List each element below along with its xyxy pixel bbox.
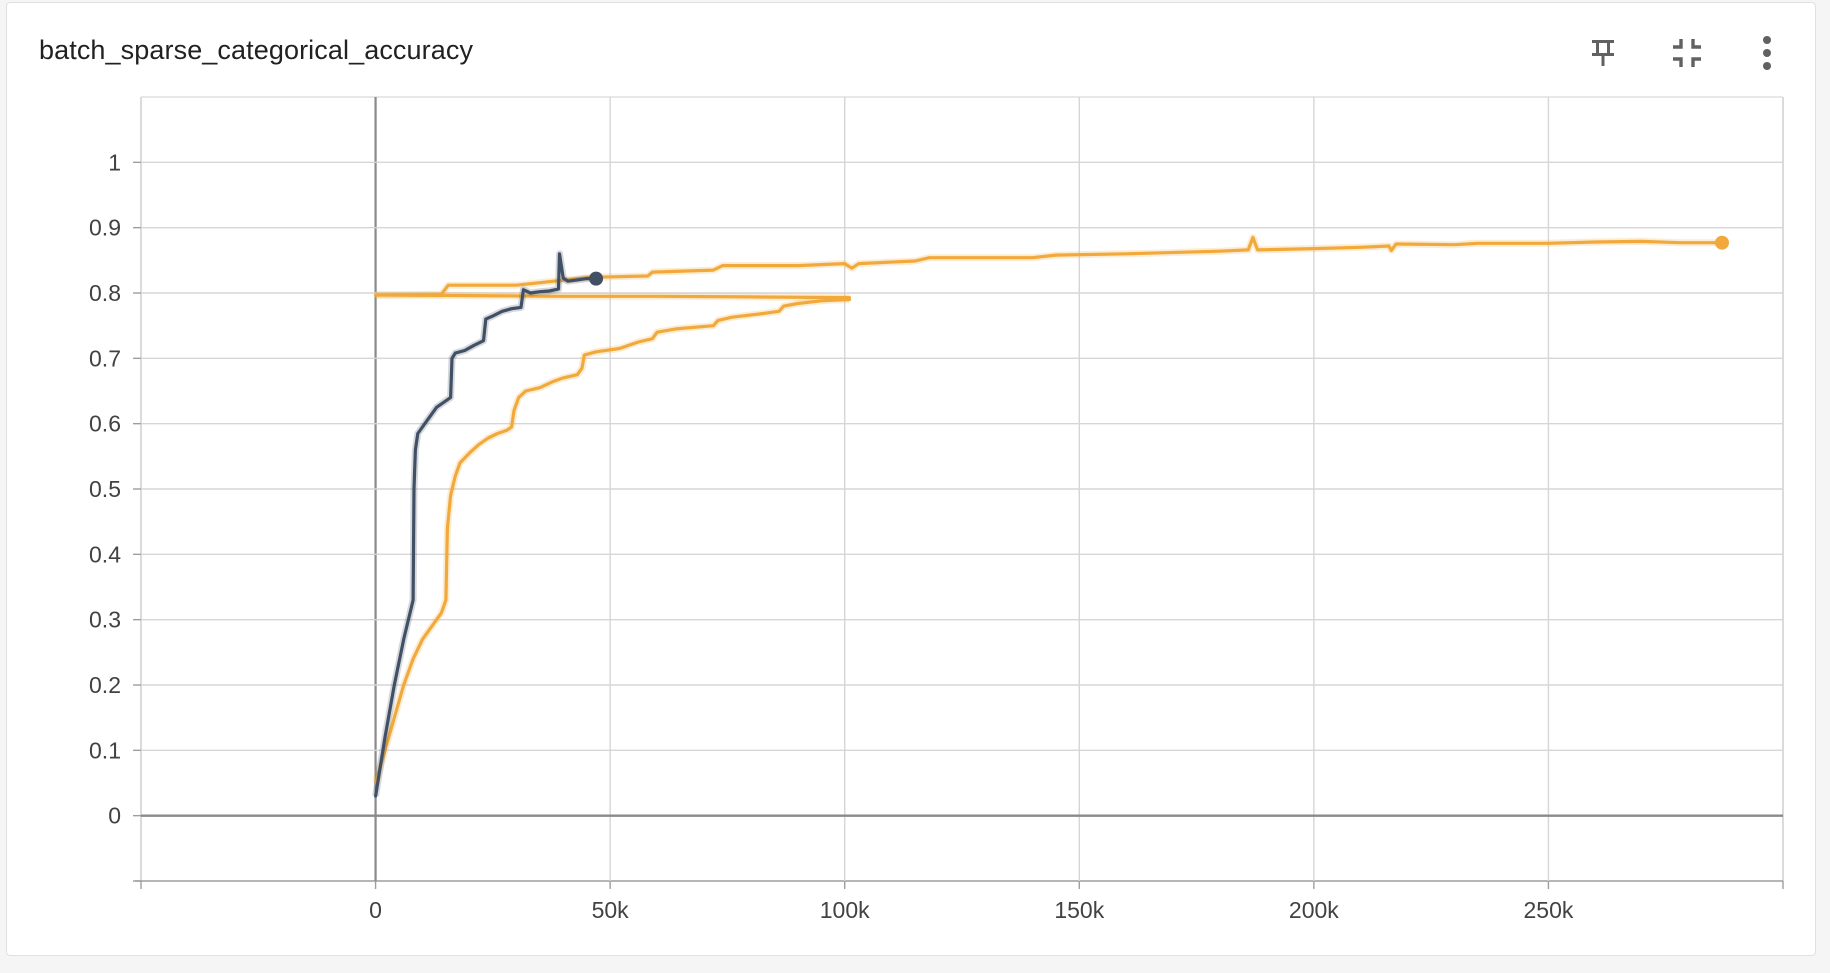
y-tick-label: 1 (108, 149, 121, 175)
series-1-line[interactable] (374, 297, 851, 785)
chart-title: batch_sparse_categorical_accuracy (39, 35, 474, 65)
pin-icon (1590, 37, 1616, 69)
series-end-markers (589, 235, 1730, 286)
y-tick-label: 0.3 (89, 607, 121, 633)
x-tick-label: 250k (1523, 897, 1573, 923)
x-tick-label: 50k (592, 897, 630, 923)
y-tick-label: 0.4 (89, 541, 121, 567)
x-tick-label: 100k (820, 897, 870, 923)
series-3-raw-halo (375, 234, 1722, 299)
x-tick-label: 150k (1054, 897, 1104, 923)
series-3-line[interactable] (374, 235, 1724, 297)
series-0-raw-halo (372, 250, 597, 797)
grid (133, 96, 1784, 889)
y-tick-label: 0.6 (89, 411, 121, 437)
y-tick-label: 0.1 (89, 737, 121, 763)
fit-domain-button[interactable] (1659, 25, 1715, 81)
chart-card: batch_sparse_categorical_accuracy (6, 2, 1816, 956)
y-tick-label: 0.8 (89, 280, 121, 306)
series-0-end-marker[interactable] (589, 271, 604, 286)
y-tick-label: 0.7 (89, 345, 121, 371)
y-tick-label: 0.2 (89, 672, 121, 698)
y-tick-label: 0 (108, 803, 121, 829)
fit-domain-icon (1671, 37, 1703, 69)
x-tick-label: 0 (369, 897, 382, 923)
series-0-line[interactable] (374, 252, 598, 798)
x-axis-tick-labels: 0 50k 100k 150k 200k 250k (369, 897, 1574, 923)
x-tick-label: 200k (1289, 897, 1339, 923)
y-tick-label: 0.5 (89, 476, 121, 502)
series-3-end-marker[interactable] (1715, 235, 1730, 250)
y-tick-label: 0.9 (89, 215, 121, 241)
series-2-line[interactable] (374, 293, 851, 300)
y-axis-tick-labels: 0 0.1 0.2 0.3 0.4 0.5 0.6 0.7 0.8 0.9 1 (89, 149, 121, 828)
series-lines (372, 234, 1724, 798)
more-vert-icon (1761, 35, 1773, 71)
more-options-button[interactable] (1739, 25, 1795, 81)
pin-button[interactable] (1575, 25, 1631, 81)
